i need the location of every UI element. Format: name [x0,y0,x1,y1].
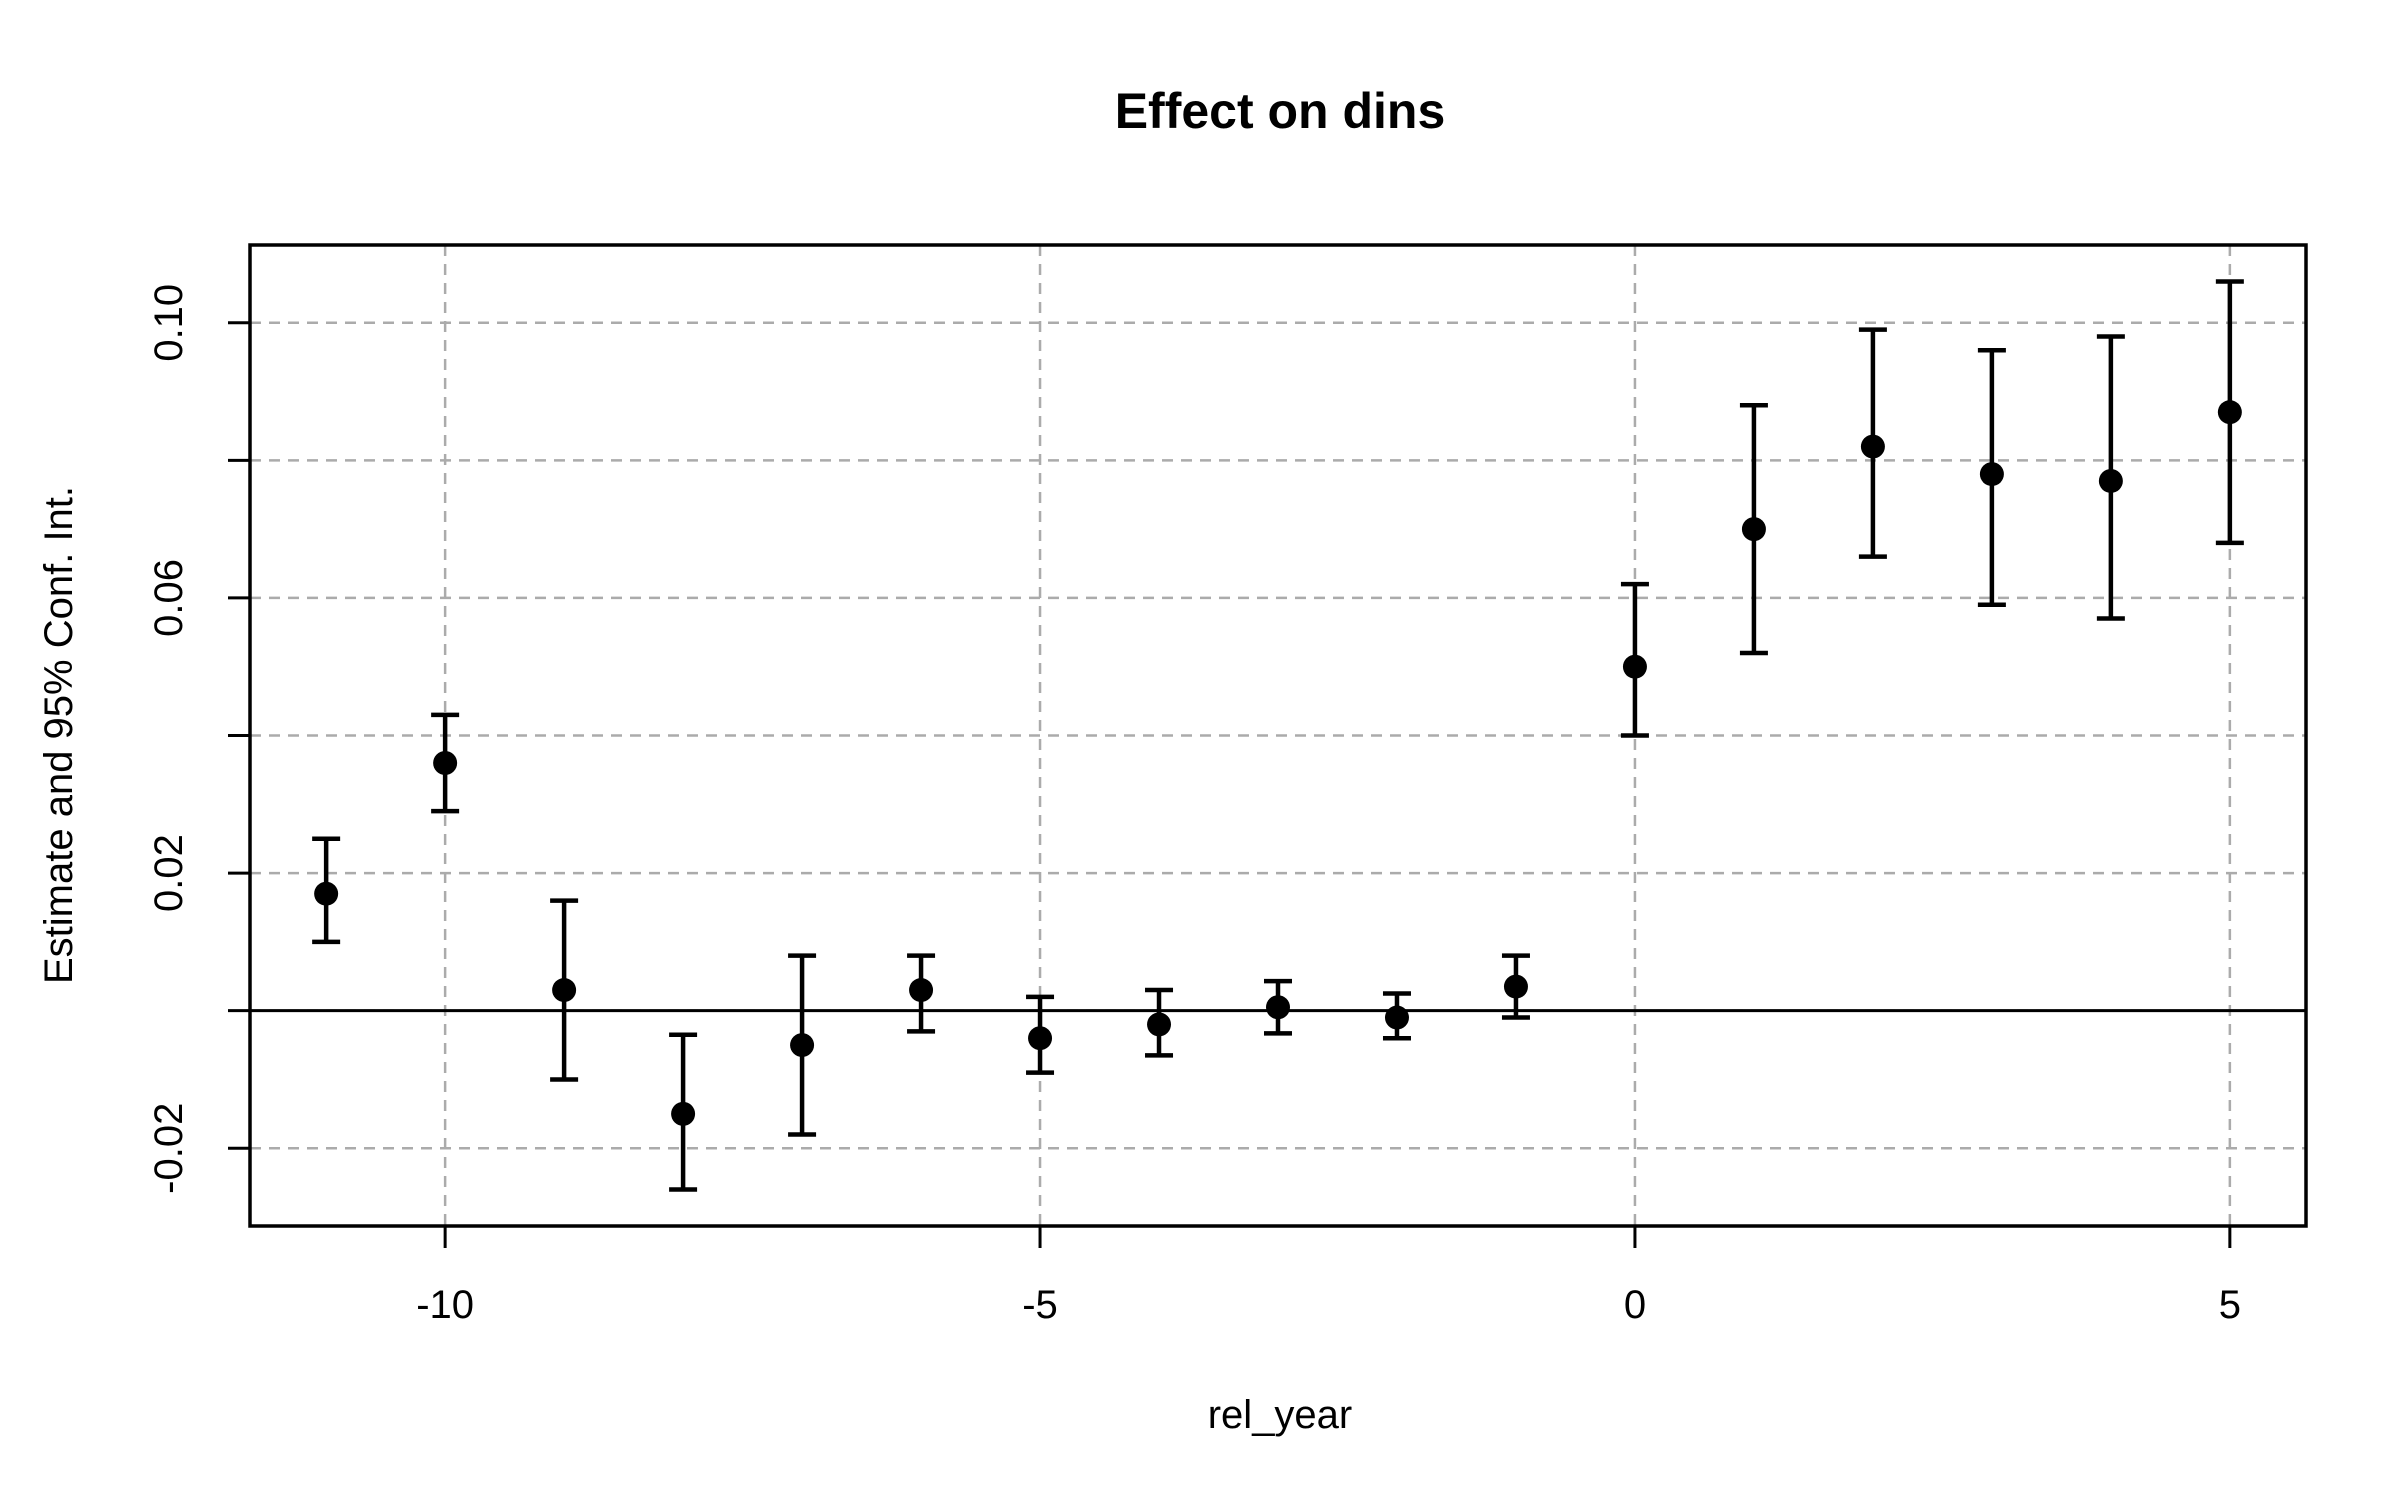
data-point [1266,995,1290,1020]
data-point [1028,1026,1053,1051]
x-axis-title: rel_year [1208,1393,1353,1437]
data-point [2217,400,2242,425]
data-point [1741,517,1766,542]
data-point [909,978,934,1003]
data-point [314,881,339,906]
data-point [1979,462,2004,487]
data-point [1622,654,1647,679]
data-point [2098,468,2123,493]
chart-title: Effect on dins [1115,83,1446,139]
data-point [1860,434,1885,459]
x-tick-label: -5 [1022,1283,1058,1327]
x-tick-label: -10 [416,1283,474,1327]
data-point [552,978,577,1003]
data-point [1147,1012,1172,1037]
data-point [1384,1005,1409,1030]
y-tick-label: 0.02 [147,834,191,912]
data-point [1503,974,1528,999]
plot-area: -10 -5 0 5 -0.02 0.02 0.06 0.10 [147,243,2308,1327]
x-tick-label: 5 [2219,1283,2241,1327]
y-axis-title: Estimate and 95% Conf. Int. [37,486,81,984]
x-tick-label: 0 [1624,1283,1646,1327]
data-point [433,751,458,776]
data-point [790,1033,815,1058]
y-tick-label: 0.10 [147,284,191,362]
y-tick-label: -0.02 [147,1103,191,1194]
y-tick-label: 0.06 [147,559,191,637]
data-point [671,1101,696,1126]
